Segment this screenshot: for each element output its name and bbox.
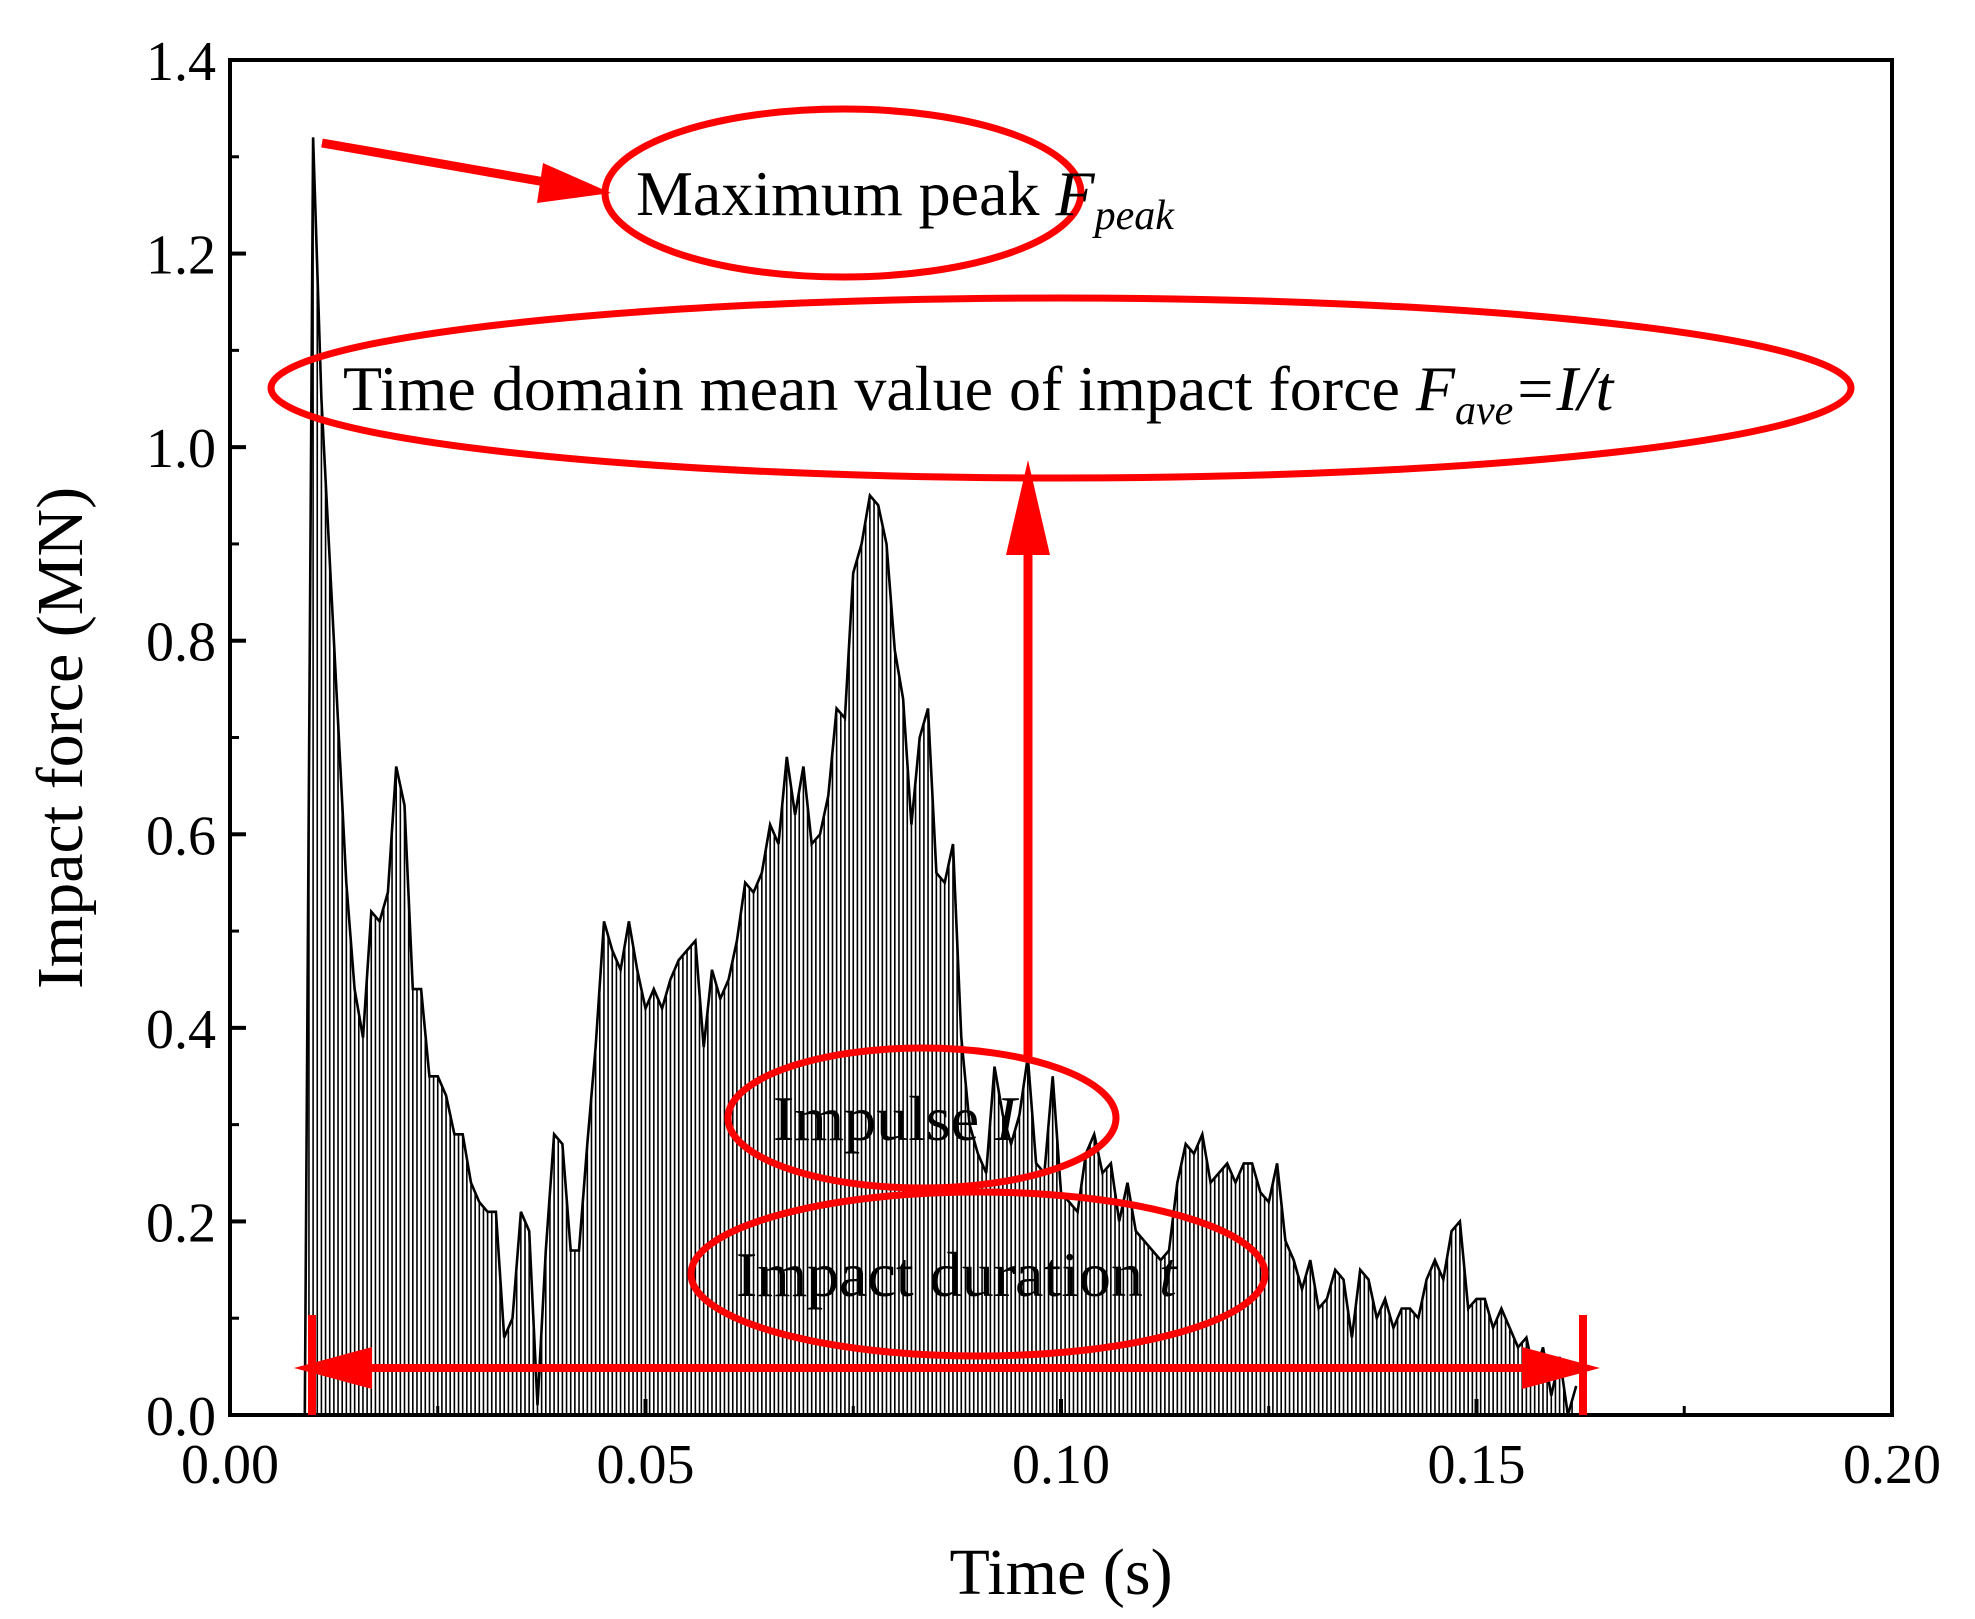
y-tick-label: 0.8	[146, 612, 216, 674]
x-axis-title: Time (s)	[949, 1536, 1172, 1609]
peak-label: Maximum peak Fpeak	[636, 158, 1175, 239]
y-tick-label: 1.4	[146, 31, 216, 93]
impact-force-line	[303, 137, 1578, 1415]
peak-arrow-head	[537, 163, 611, 203]
duration-arrow-head-right	[1522, 1347, 1600, 1389]
y-tick-label: 1.0	[146, 418, 216, 480]
peak-ellipse	[601, 105, 1085, 281]
duration-arrow-head-left	[294, 1347, 372, 1389]
y-tick-label: 0.2	[146, 1192, 216, 1254]
y-tick-label: 0.4	[146, 999, 216, 1061]
peak-arrow-shaft	[321, 138, 546, 187]
y-tick-label: 0.6	[146, 805, 216, 867]
mean-label: Time domain mean value of impact force F…	[343, 353, 1616, 434]
x-tick-label: 0.15	[1428, 1434, 1526, 1496]
annotations	[267, 105, 1855, 1415]
y-axis: 0.0 0.2 0.4 0.6 0.8 1.0 1.2 1.4	[146, 31, 246, 1448]
x-tick-label: 0.10	[1012, 1434, 1110, 1496]
x-tick-label: 0.00	[181, 1434, 279, 1496]
mean-ellipse	[267, 294, 1855, 482]
area-hatch	[308, 137, 1573, 1415]
x-tick-label: 0.20	[1843, 1434, 1941, 1496]
duration-label: Impact duration t	[736, 1239, 1179, 1310]
impulse-ellipse	[724, 1044, 1120, 1192]
duration-ellipse	[687, 1188, 1269, 1360]
y-tick-label: 0.0	[146, 1386, 216, 1448]
y-axis-title: Impact force (MN)	[24, 487, 97, 989]
impulse-label: Impulse I	[773, 1083, 1019, 1154]
x-axis: 0.00 0.05 0.10 0.15 0.20	[181, 1399, 1941, 1496]
impulse-arrow-head	[1006, 460, 1050, 555]
x-tick-label: 0.05	[597, 1434, 695, 1496]
y-tick-label: 1.2	[146, 225, 216, 287]
